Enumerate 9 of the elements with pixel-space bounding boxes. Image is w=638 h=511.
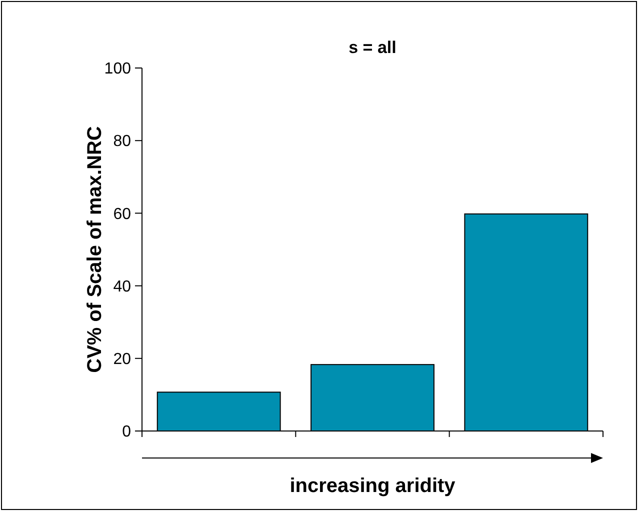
y-tick-label: 60 bbox=[113, 206, 132, 223]
y-axis-title: CV% of Scale of max.NRC bbox=[84, 126, 106, 373]
y-tick-label: 20 bbox=[113, 351, 132, 368]
y-tick-label: 40 bbox=[113, 278, 132, 296]
x-axis-title: increasing aridity bbox=[290, 475, 456, 497]
chart-title: s = all bbox=[348, 38, 396, 57]
y-tick-label: 80 bbox=[113, 133, 132, 150]
y-tick-label: 0 bbox=[122, 424, 132, 441]
y-tick-label: 100 bbox=[104, 60, 132, 78]
